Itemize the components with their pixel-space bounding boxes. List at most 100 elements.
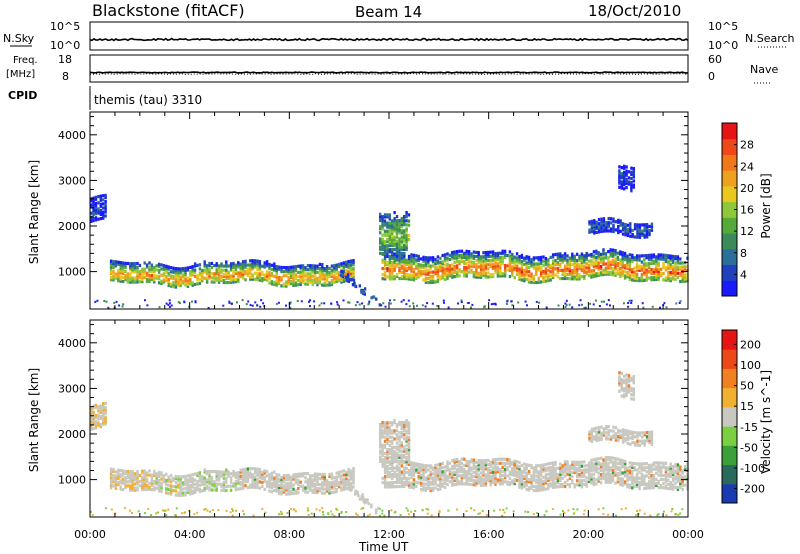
echo-cell	[313, 280, 317, 284]
echo-cell	[323, 269, 326, 273]
echo-cell	[547, 478, 550, 482]
echo-cell	[234, 265, 238, 269]
echo-cell	[602, 229, 606, 233]
echo-cell	[102, 420, 105, 424]
echo-cell	[621, 263, 624, 267]
echo-cell	[344, 275, 348, 279]
echo-speckle	[460, 299, 463, 302]
echo-cell	[472, 262, 476, 266]
echo-cell	[131, 276, 134, 280]
echo-cell	[104, 408, 107, 412]
echo-cell	[532, 266, 536, 270]
echo-cell	[614, 259, 617, 263]
echo-cell	[657, 481, 660, 485]
echo-cell	[551, 261, 555, 265]
echo-cell	[261, 476, 264, 480]
echo-cell	[292, 275, 295, 279]
echo-cell	[590, 477, 593, 481]
echo-speckle	[568, 303, 571, 306]
echo-cell	[311, 264, 314, 268]
echo-speckle	[259, 305, 262, 308]
echo-cell	[561, 468, 564, 472]
echo-cell	[595, 226, 598, 230]
echo-cell	[607, 250, 610, 254]
echo-cell	[403, 455, 406, 459]
echo-cell	[614, 465, 617, 469]
echo-cell	[325, 275, 329, 279]
echo-cell	[547, 260, 550, 264]
echo-cell	[381, 447, 384, 451]
echo-cell	[347, 470, 350, 474]
echo-cell	[455, 252, 459, 256]
echo-cell	[636, 225, 639, 229]
echo-cell	[559, 264, 562, 268]
echo-cell	[568, 472, 572, 476]
echo-cell	[117, 483, 120, 487]
echo-cell	[395, 254, 399, 258]
echo-cell	[593, 221, 596, 225]
echo-cell	[287, 278, 290, 282]
echo-cell	[487, 263, 490, 267]
echo-cell	[491, 256, 495, 260]
echo-cell	[217, 278, 221, 282]
echo-speckle	[323, 302, 326, 305]
echo-cell	[97, 211, 100, 215]
echo-cell	[566, 462, 569, 466]
echo-cell	[623, 164, 626, 168]
echo-cell	[595, 264, 598, 268]
echo-cell	[544, 487, 548, 491]
echo-cell	[203, 268, 206, 272]
echo-cell	[619, 260, 622, 264]
echo-cell	[162, 480, 166, 484]
echo-cell	[234, 280, 238, 284]
echo-cell	[261, 270, 264, 275]
echo-cell	[530, 272, 533, 276]
echo-cell	[395, 457, 399, 461]
echo-cell	[441, 474, 444, 478]
echo-cell	[667, 272, 670, 276]
echo-cell	[234, 479, 238, 483]
echo-cell	[427, 468, 430, 472]
echo-cell	[621, 265, 624, 269]
echo-cell	[643, 468, 646, 472]
echo-cell	[523, 483, 526, 487]
echo-cell	[121, 279, 125, 284]
echo-cell	[551, 467, 555, 471]
echo-cell	[184, 483, 187, 487]
echo-cell	[593, 229, 596, 233]
echo-cell	[383, 435, 387, 439]
echo-cell	[460, 467, 464, 471]
echo-cell	[609, 264, 612, 268]
echo-cell	[573, 464, 576, 468]
nave-label: Nave	[750, 63, 778, 76]
echo-cell	[518, 469, 521, 473]
echo-cell	[563, 464, 567, 468]
echo-cell	[475, 475, 478, 479]
echo-cell	[210, 478, 214, 482]
echo-cell	[335, 269, 338, 273]
echo-cell	[597, 428, 601, 432]
echo-cell	[520, 463, 524, 467]
echo-cell	[227, 272, 230, 276]
echo-cell	[400, 431, 403, 435]
echo-cell	[631, 463, 634, 467]
echo-cell	[501, 480, 504, 484]
echo-cell	[612, 425, 615, 429]
echo-cell	[578, 277, 581, 281]
echo-cell	[99, 210, 102, 215]
cpid-label: CPID	[8, 89, 37, 102]
echo-cell	[253, 271, 257, 275]
echo-cell	[112, 478, 115, 482]
echo-cell	[671, 485, 675, 489]
echo-cell	[388, 483, 392, 487]
echo-speckle	[289, 306, 292, 309]
echo-cell	[551, 481, 555, 485]
echo-cell	[676, 271, 680, 275]
echo-cell	[494, 480, 497, 484]
echo-cell	[482, 261, 485, 265]
echo-cell	[647, 262, 651, 266]
echo-cell	[593, 427, 596, 431]
echo-cell	[388, 229, 391, 233]
echo-cell	[518, 259, 521, 263]
echo-cell	[189, 269, 192, 274]
